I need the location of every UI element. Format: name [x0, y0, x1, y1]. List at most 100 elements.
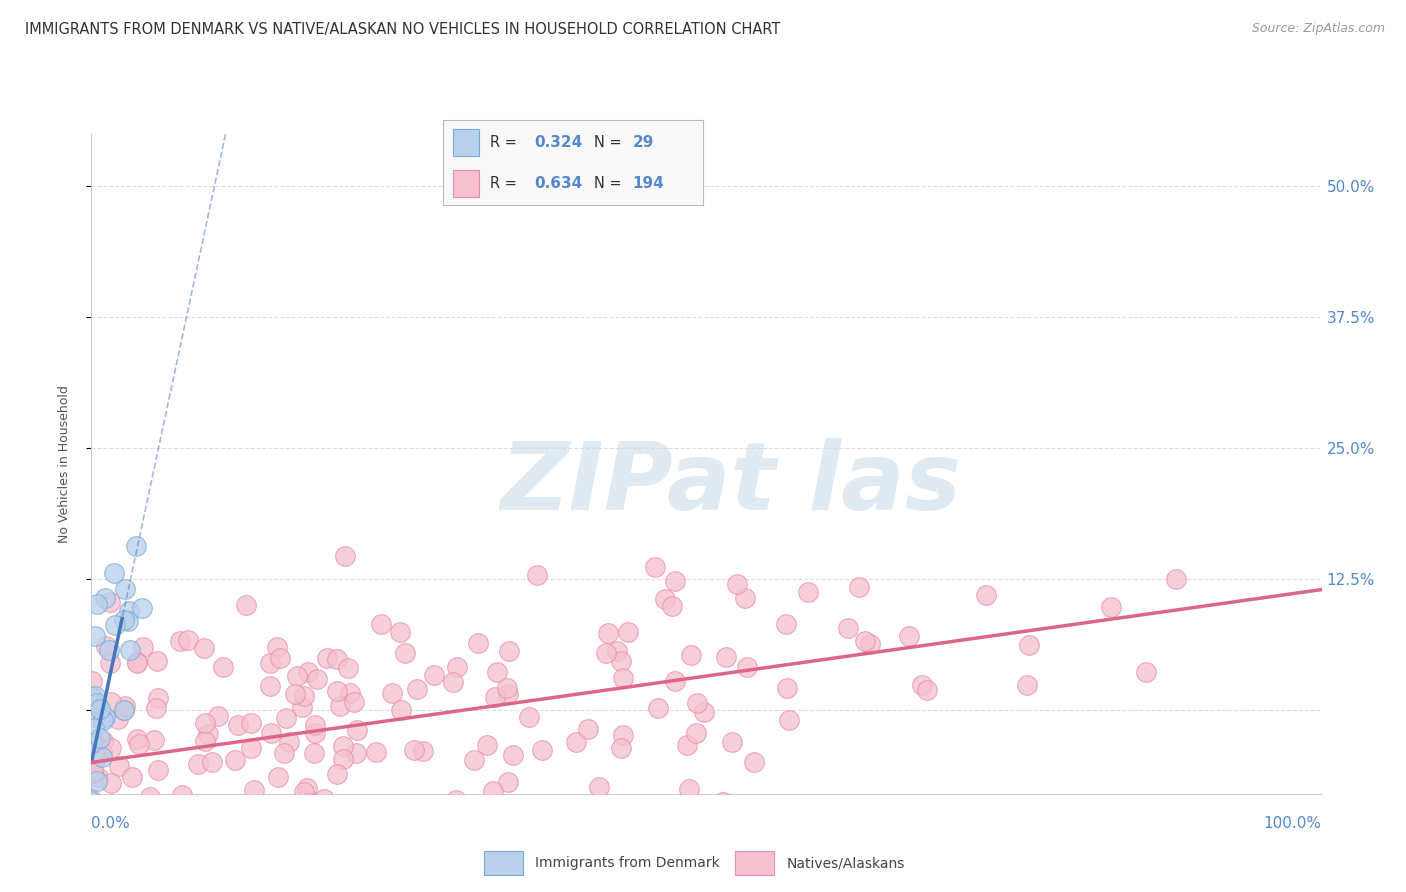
Point: [132, 640, 155, 655]
Point: [131, 600, 153, 615]
Point: [616, 806, 638, 821]
Point: [344, 746, 367, 760]
Point: [647, 701, 669, 715]
Point: [197, 727, 219, 741]
Point: [98, 886, 121, 892]
Point: [84, 840, 107, 855]
Text: Immigrants from Denmark: Immigrants from Denmark: [536, 856, 720, 870]
Point: [212, 660, 235, 674]
Point: [83, 629, 105, 643]
Point: [145, 701, 167, 715]
Point: [661, 599, 683, 614]
Point: [609, 654, 631, 668]
Point: [235, 598, 257, 612]
Point: [239, 740, 262, 755]
Point: [242, 821, 264, 835]
Point: [148, 691, 170, 706]
Point: [915, 683, 938, 698]
Point: [725, 577, 748, 591]
Point: [89, 744, 111, 758]
Point: [530, 742, 553, 756]
Point: [170, 788, 193, 802]
Point: [125, 656, 148, 670]
Point: [402, 743, 425, 757]
Point: [118, 604, 141, 618]
Point: [1018, 638, 1040, 652]
Point: [394, 646, 416, 660]
Point: [125, 539, 148, 553]
Point: [711, 795, 734, 809]
Point: [117, 615, 139, 629]
Point: [83, 738, 105, 752]
Point: [370, 616, 392, 631]
Bar: [453, 169, 479, 196]
Point: [117, 808, 139, 822]
Point: [80, 673, 103, 688]
Point: [343, 695, 366, 709]
Point: [742, 756, 765, 770]
Point: [86, 822, 108, 837]
Point: [486, 665, 509, 680]
Point: [187, 756, 209, 771]
Point: [83, 695, 105, 709]
Point: [93, 733, 115, 747]
Point: [209, 801, 232, 815]
Point: [104, 617, 127, 632]
Bar: [734, 851, 773, 875]
Point: [837, 621, 859, 635]
Point: [243, 782, 266, 797]
Point: [305, 672, 328, 686]
Point: [285, 669, 308, 683]
Point: [606, 644, 628, 658]
Point: [304, 726, 326, 740]
Point: [94, 639, 117, 653]
Point: [125, 656, 148, 670]
Point: [173, 815, 195, 830]
Text: Source: ZipAtlas.com: Source: ZipAtlas.com: [1251, 22, 1385, 36]
Point: [90, 750, 112, 764]
Point: [148, 811, 170, 825]
Point: [328, 698, 350, 713]
Point: [292, 785, 315, 799]
Point: [325, 766, 347, 780]
Point: [100, 695, 122, 709]
Point: [84, 752, 107, 766]
Text: R =: R =: [489, 135, 522, 150]
Point: [114, 703, 136, 717]
Point: [82, 736, 104, 750]
Point: [1135, 665, 1157, 680]
Point: [685, 726, 707, 740]
Point: [576, 723, 599, 737]
Point: [311, 856, 333, 871]
Point: [107, 712, 129, 726]
Point: [139, 790, 162, 805]
Point: [734, 591, 756, 605]
Point: [496, 775, 519, 789]
Point: [617, 624, 640, 639]
Point: [100, 740, 122, 755]
Point: [93, 802, 115, 816]
Point: [148, 763, 170, 777]
Point: [797, 585, 820, 599]
Point: [177, 632, 200, 647]
Point: [114, 582, 136, 596]
Point: [284, 687, 307, 701]
Point: [108, 759, 131, 773]
Point: [83, 703, 105, 717]
Point: [120, 643, 142, 657]
Point: [735, 659, 758, 673]
Point: [423, 668, 446, 682]
Point: [848, 580, 870, 594]
Point: [588, 780, 610, 794]
Text: 0.0%: 0.0%: [91, 816, 131, 830]
Point: [339, 686, 361, 700]
Point: [1166, 572, 1188, 586]
Point: [260, 725, 283, 739]
Point: [389, 703, 412, 717]
Point: [595, 646, 617, 660]
Point: [86, 833, 108, 847]
Point: [91, 714, 114, 728]
Point: [444, 793, 467, 807]
Point: [664, 574, 686, 589]
Point: [201, 756, 224, 770]
